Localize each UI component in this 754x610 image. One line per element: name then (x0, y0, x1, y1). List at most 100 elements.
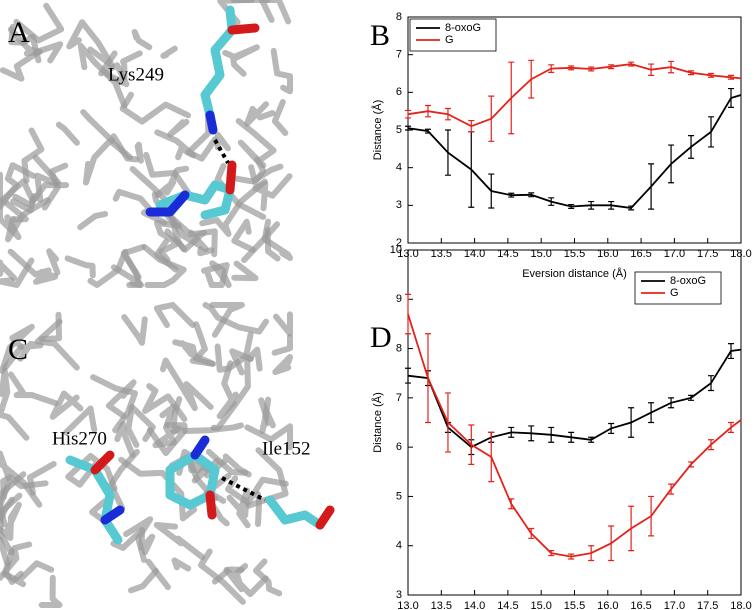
backbone-stick (272, 354, 293, 375)
backbone-stick (252, 173, 293, 212)
panel-label: C (8, 333, 28, 366)
error-bar (588, 66, 595, 72)
x-tick-label: 17.5 (697, 600, 718, 610)
backbone-stick (0, 162, 37, 210)
backbone-stick (120, 244, 146, 288)
error-bar (688, 70, 695, 76)
error-bar (728, 74, 735, 80)
y-tick-label: 8 (396, 342, 402, 354)
error-bar (628, 61, 635, 67)
error-bar (424, 333, 431, 424)
backbone-stick (46, 248, 61, 276)
backbone-stick (202, 302, 269, 335)
x-tick-label: 15.5 (564, 600, 585, 610)
y-tick-label: 10 (390, 244, 402, 256)
backbone-stick (160, 45, 178, 59)
x-axis-label: Eversion distance (Å) (522, 267, 627, 280)
error-bar (468, 131, 475, 208)
backbone-stick (105, 379, 137, 420)
error-bar (468, 424, 475, 465)
backbone-stick (271, 99, 289, 136)
backbone-stick (141, 244, 187, 288)
error-bar (668, 397, 675, 409)
backbone-stick (244, 423, 293, 451)
residue-label: Lys249 (108, 64, 164, 85)
backbone-stick (2, 340, 44, 371)
error-bar (568, 553, 575, 560)
error-bar (588, 436, 595, 443)
backbone-stick (216, 360, 239, 420)
backbone-stick (5, 197, 51, 243)
error-bar (508, 192, 515, 198)
error-bar (548, 550, 555, 557)
x-tick-label: 16.0 (597, 248, 618, 260)
error-bar (728, 343, 735, 360)
backbone-stick (80, 109, 116, 144)
backbone-stick (7, 26, 43, 57)
backbone-stick (89, 498, 108, 525)
y-tick-label: 7 (396, 49, 402, 61)
error-bar (568, 65, 575, 71)
x-tick-label: 18.0 (730, 600, 751, 610)
backbone-stick (164, 422, 244, 434)
backbone-stick (154, 129, 197, 161)
backbone-stick (64, 255, 96, 279)
error-bar (424, 128, 431, 134)
x-tick-label: 13.5 (431, 248, 452, 260)
residue-stick (190, 435, 210, 460)
backbone-stick (241, 221, 280, 263)
backbone-stick (7, 248, 59, 285)
error-bar (668, 144, 675, 184)
error-bar (548, 197, 555, 206)
backbone-stick (271, 333, 293, 356)
x-tick-label: 17.0 (664, 248, 685, 260)
y-tick-label: 4 (396, 162, 402, 174)
backbone-stick (55, 121, 80, 146)
error-bar (488, 95, 495, 142)
y-tick-label: 3 (396, 199, 402, 211)
backbone-stick (125, 404, 156, 448)
x-tick-label: 16.0 (597, 600, 618, 610)
y-tick-label: 5 (396, 124, 402, 136)
error-bar (648, 63, 655, 76)
backbone-stick (128, 568, 159, 594)
backbone-stick (0, 41, 64, 82)
y-axis-label: Distance (Å) (371, 100, 384, 161)
error-bar (608, 525, 615, 562)
error-bar (688, 461, 695, 468)
error-bar (528, 527, 535, 539)
y-tick-label: 5 (396, 490, 402, 502)
error-bar (568, 203, 575, 209)
x-tick-label: 15.5 (564, 248, 585, 260)
backbone-stick (0, 257, 35, 288)
backbone-stick (13, 2, 65, 44)
error-bar (405, 125, 411, 131)
backbone-stick (160, 357, 214, 412)
backbone-stick (38, 574, 63, 608)
residue-stick (65, 455, 123, 545)
error-bar (508, 498, 515, 510)
backbone-stick (49, 390, 84, 420)
legend-box (634, 271, 722, 305)
series-line (407, 63, 742, 128)
backbone-stick (83, 137, 133, 186)
panel-label: A (8, 16, 30, 49)
residue-stick (205, 490, 217, 520)
error-bar (424, 104, 431, 118)
backbone-stick (98, 50, 130, 88)
series-line (407, 348, 742, 449)
error-bar (568, 431, 575, 443)
error-bar (608, 200, 615, 210)
backbone-stick (172, 339, 217, 367)
error-bar (528, 192, 535, 198)
panel-label: B (370, 19, 390, 52)
x-tick-label: 16.5 (630, 600, 651, 610)
error-bar (488, 431, 495, 483)
error-bar (668, 483, 675, 495)
error-bar (405, 109, 411, 119)
backbone-stick (77, 42, 128, 109)
error-bar (405, 293, 411, 335)
backbone-stick (258, 397, 276, 429)
backbone-stick (153, 522, 206, 561)
